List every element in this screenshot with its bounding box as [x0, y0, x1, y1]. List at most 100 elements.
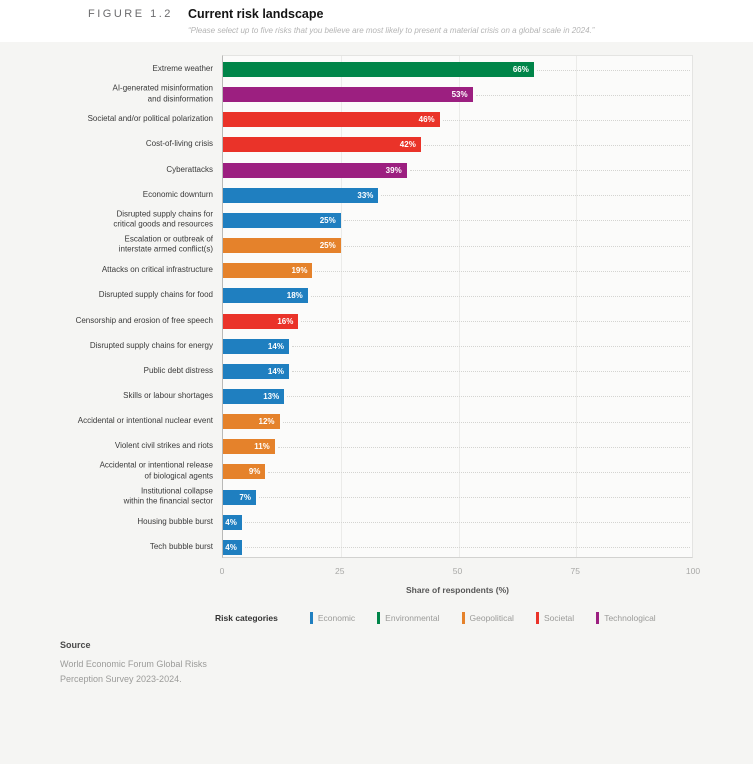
- bar-value-label: 9%: [248, 467, 261, 477]
- leader-line: [310, 295, 690, 297]
- bar-value-label: 53%: [451, 90, 468, 100]
- bar-label: Censorship and erosion of free speech: [75, 315, 213, 325]
- legend-item-societal: Societal: [535, 612, 575, 624]
- bar: 9%: [223, 464, 266, 480]
- legend-items: Economic Environmental Geopolitical Societa…: [309, 612, 656, 624]
- leader-line: [381, 195, 690, 197]
- bar: 14%: [223, 338, 289, 354]
- bar: 42%: [223, 137, 421, 153]
- bar-label: Extreme weather: [152, 63, 213, 73]
- bar: 39%: [223, 162, 407, 178]
- bar: 25%: [223, 212, 341, 228]
- legend-swatch: [461, 612, 465, 624]
- bar: 4%: [223, 539, 242, 555]
- chart-area: 66% 53% 46% 42% 39% 33% 25% 25% 19% 18% 16% 14% 14% 1…: [0, 42, 753, 764]
- bar-label: Disrupted supply chains for food: [98, 290, 213, 300]
- bar-label: Accidental or intentional nuclear event: [77, 415, 213, 425]
- bar-value-label: 46%: [418, 115, 435, 125]
- bar-label: Violent civil strikes and riots: [114, 441, 213, 451]
- legend-name: Geopolitical: [469, 613, 514, 623]
- bar: 33%: [223, 187, 379, 203]
- bar-label: Societal and/or political polarization: [87, 114, 213, 124]
- bar-value-label: 7%: [239, 492, 251, 502]
- legend-name: Societal: [543, 613, 575, 623]
- legend-swatch: [309, 612, 313, 624]
- x-tick-label: 75: [570, 566, 580, 576]
- legend-name: Technological: [604, 613, 656, 623]
- legend-item-economic: Economic: [309, 612, 356, 624]
- bar-label: Public debt distress: [143, 365, 213, 375]
- bar-value-label: 33%: [357, 190, 374, 200]
- legend-item-geopolitical: Geopolitical: [461, 612, 514, 624]
- x-tick-label: 50: [452, 566, 463, 576]
- bar-value-label: 42%: [399, 140, 416, 150]
- bar-value-label: 16%: [277, 316, 294, 326]
- leader-line: [287, 396, 690, 398]
- bar: 4%: [223, 514, 242, 530]
- bar: 19%: [223, 263, 313, 279]
- bar-value-label: 25%: [319, 241, 336, 251]
- bar-label: Institutional collapse within the financi…: [123, 486, 213, 506]
- figure-header: FIGURE 1.2 Current risk landscape “Pleas…: [0, 0, 753, 42]
- leader-line: [282, 421, 690, 423]
- bar: 25%: [223, 238, 341, 254]
- bar: 18%: [223, 288, 308, 304]
- figure-subtitle: “Please select up to five risks that you…: [188, 26, 595, 36]
- leader-line: [244, 522, 690, 524]
- leader-line: [268, 471, 690, 473]
- leader-line: [409, 170, 690, 172]
- figure-number: FIGURE 1.2: [88, 8, 173, 20]
- gridline: [576, 56, 578, 557]
- bar: 13%: [223, 388, 285, 404]
- source-label: Source: [60, 640, 91, 650]
- bar-label: Disrupted supply chains for critical good…: [113, 209, 213, 229]
- leader-line: [536, 69, 690, 71]
- leader-line: [258, 497, 690, 499]
- leader-line: [291, 346, 690, 348]
- legend-swatch: [535, 612, 539, 624]
- leader-line: [475, 94, 690, 96]
- bar: 46%: [223, 112, 440, 128]
- bar-value-label: 11%: [254, 442, 270, 452]
- gridline: [458, 56, 460, 557]
- leader-line: [343, 245, 690, 247]
- legend: Risk categories Economic Environmental Geo…: [215, 612, 656, 624]
- bar-label: Escalation or outbreak of interstate arme…: [118, 234, 213, 255]
- bar: 16%: [223, 313, 299, 329]
- bar: 12%: [223, 414, 280, 430]
- x-tick-label: 0: [219, 566, 225, 576]
- x-tick-label: 25: [335, 566, 345, 576]
- leader-line: [442, 119, 690, 121]
- legend-title: Risk categories: [215, 613, 278, 623]
- bar-value-label: 14%: [267, 366, 284, 376]
- bar-label: Tech bubble burst: [149, 541, 213, 551]
- bar-label: Cyberattacks: [166, 164, 213, 174]
- bar: 66%: [223, 62, 534, 77]
- bar-label: Economic downturn: [142, 189, 213, 199]
- bar-value-label: 12%: [258, 417, 275, 427]
- bar-label: Housing bubble burst: [137, 516, 213, 526]
- bar: 14%: [223, 363, 289, 379]
- bar-value-label: 18%: [286, 291, 303, 301]
- figure-title: Current risk landscape: [188, 7, 324, 21]
- bar-label: Attacks on critical infrastructure: [101, 264, 213, 274]
- leader-line: [423, 144, 690, 146]
- leader-line: [315, 270, 690, 272]
- source-block: Source World Economic Forum Global Risks…: [60, 640, 207, 688]
- bar-value-label: 13%: [263, 391, 280, 401]
- source-line: Perception Survey 2023-2024.: [60, 674, 182, 685]
- bar-label: Skills or labour shortages: [123, 390, 213, 400]
- legend-item-technological: Technological: [596, 612, 656, 624]
- legend-swatch: [596, 612, 600, 624]
- leader-line: [301, 321, 690, 322]
- leader-line: [343, 220, 690, 222]
- plot-area: 66% 53% 46% 42% 39% 33% 25% 25% 19% 18% 16% 14% 14% 1…: [222, 55, 693, 558]
- bar-value-label: 4%: [225, 517, 237, 527]
- bar-value-label: 66%: [512, 65, 529, 74]
- gridline: [340, 56, 342, 557]
- legend-name: Economic: [317, 613, 356, 623]
- bar: 11%: [223, 439, 275, 455]
- x-tick-label: 100: [685, 566, 701, 576]
- leader-line: [277, 446, 690, 448]
